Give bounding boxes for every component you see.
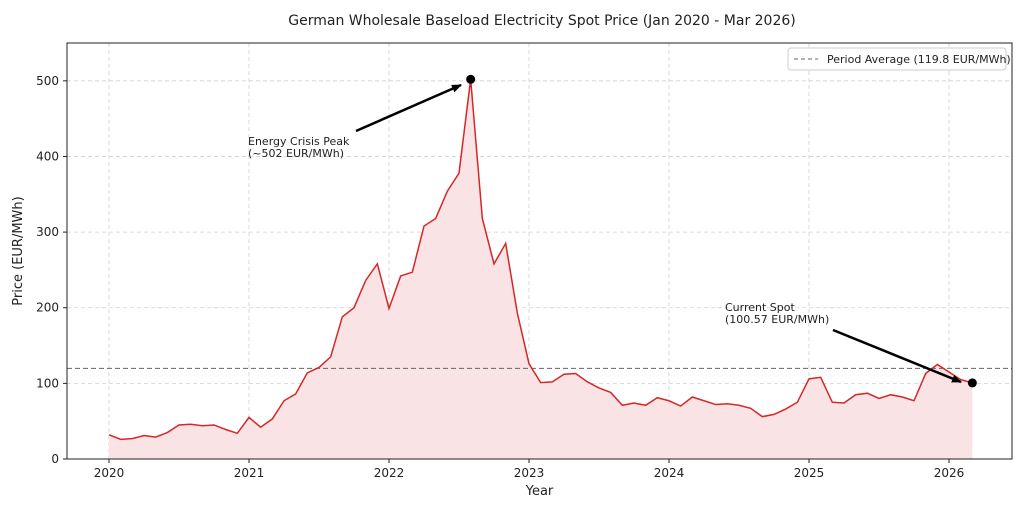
annotations: Energy Crisis Peak(~502 EUR/MWh) Current …: [248, 74, 977, 388]
x-tick-label: 2020: [94, 466, 125, 480]
x-tick-label: 2024: [654, 466, 685, 480]
annotation-marker: [967, 378, 977, 388]
annotation-arrow: [355, 83, 462, 133]
x-tick-label: 2026: [934, 466, 965, 480]
x-tick-label: 2025: [794, 466, 825, 480]
y-axis-label: Price (EUR/MWh): [11, 196, 26, 305]
annotation-arrow: [832, 328, 962, 384]
plot-frame: [66, 42, 1013, 460]
annotation-label-line1: Current Spot: [725, 301, 796, 314]
legend: Period Average (119.8 EUR/MWh): [787, 47, 1011, 71]
chart-title: German Wholesale Baseload Electricity Sp…: [288, 13, 796, 29]
y-tick-label: 100: [36, 376, 59, 390]
annotation-label-line1: Energy Crisis Peak: [248, 135, 350, 148]
x-tick-label: 2022: [374, 466, 405, 480]
x-tick-label: 2021: [234, 466, 265, 480]
y-tick-label: 400: [36, 149, 59, 163]
legend-label-period-average: Period Average (119.8 EUR/MWh): [827, 53, 1011, 66]
x-tick-label: 2023: [514, 466, 545, 480]
y-tick-label: 500: [36, 74, 59, 88]
price-area-fill: [109, 79, 973, 460]
legend-box: [787, 47, 1007, 71]
x-axis-label: Year: [525, 484, 554, 499]
annotation-label-line2: (~502 EUR/MWh): [248, 147, 344, 160]
y-tick-label: 300: [36, 225, 59, 239]
x-axis-ticks: 2020 2021 2022 2023 2024 2025 2026: [94, 459, 965, 480]
price-line: [108, 79, 973, 441]
annotation-label-line2: (100.57 EUR/MWh): [725, 313, 829, 326]
y-tick-label: 200: [36, 301, 59, 315]
y-tick-label: 0: [51, 452, 59, 466]
annotation-marker: [466, 74, 476, 84]
y-axis-ticks: 0 100 200 300 400 500: [36, 74, 67, 466]
